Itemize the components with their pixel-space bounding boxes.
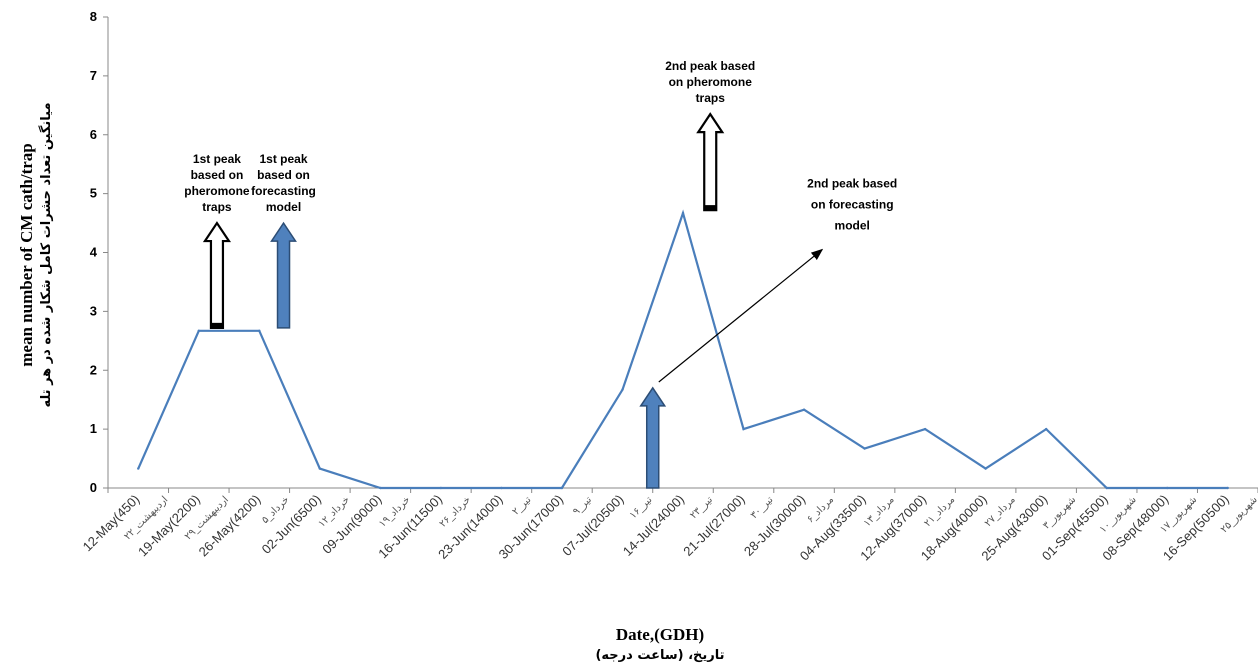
y-tick-label: 2	[90, 362, 97, 377]
annotation-label: model	[835, 219, 870, 233]
x-axis-title-fa: تاریخ، (ساعت درجه)	[595, 648, 724, 663]
series-point	[984, 467, 987, 470]
series-point	[681, 211, 685, 215]
x-axis-title: Date,(GDH)	[616, 625, 704, 644]
annotation-layer: 1st peak based on pheromone traps 1st peak ba…	[184, 59, 897, 489]
series-point	[1166, 486, 1169, 490]
arrow-filled	[639, 386, 667, 489]
x-tick-label-fa: تیر_۲	[510, 494, 533, 517]
annotation-label: based on	[257, 168, 310, 182]
y-axis-title-fa: میانگین تعداد حشرات کامل شکار شده در هر …	[38, 102, 54, 407]
y-axis-title: mean number of CM cath/trap	[17, 143, 36, 367]
series-point	[802, 408, 806, 411]
annotation-label: traps	[202, 200, 232, 214]
series-point	[863, 447, 866, 450]
series-point	[923, 427, 927, 431]
arrow-base	[210, 322, 223, 328]
series-point	[560, 486, 564, 490]
x-tick-label-fa: تیر_۹	[571, 494, 594, 517]
annotation-label: on forecasting	[811, 198, 894, 212]
arrow-filled	[270, 221, 297, 329]
series-line	[137, 209, 1228, 490]
series-point	[742, 427, 745, 431]
series-point	[439, 486, 443, 490]
series-point	[1105, 486, 1108, 490]
annotation-label: 2nd peak based	[665, 59, 755, 73]
y-axis: 0 1 2 3 4 5 6 7 8	[90, 9, 109, 495]
series-layer	[137, 209, 1229, 490]
series-point	[621, 388, 624, 391]
arrow-hollow	[696, 112, 725, 212]
series-point	[137, 467, 140, 470]
y-tick-label: 8	[90, 9, 97, 24]
arrow-hollow	[202, 221, 232, 329]
y-tick-label: 0	[90, 480, 97, 495]
series-point	[1226, 486, 1229, 490]
y-tick-label: 4	[90, 245, 98, 260]
annotation-label: 1st peak	[260, 152, 308, 166]
y-tick-label: 7	[90, 68, 97, 83]
annotation-label: 1st peak	[193, 152, 241, 166]
annotation-label: 2nd peak based	[807, 177, 897, 191]
annotation-label: on pheromone	[669, 75, 753, 89]
annotation-label: traps	[696, 91, 726, 105]
series-point	[318, 467, 322, 470]
y-tick-label: 3	[90, 303, 97, 318]
y-tick-label: 1	[90, 421, 97, 436]
pointer-line	[658, 248, 824, 383]
x-axis: 12-May(450)اردیبهشت_۲۲19-May(2200)اردیبه…	[80, 487, 1258, 563]
annotation-label: based on	[191, 168, 244, 182]
arrow-base	[704, 205, 717, 211]
y-tick-label: 6	[90, 127, 97, 142]
series-point	[379, 486, 382, 490]
annotation-label: pheromone	[184, 184, 250, 198]
annotation-label: forecasting	[251, 184, 316, 198]
series-point	[500, 486, 503, 490]
y-tick-label: 5	[90, 186, 97, 201]
series-point	[258, 329, 261, 333]
series-point	[197, 329, 200, 333]
annotation-label: model	[266, 200, 301, 214]
series-point	[1044, 427, 1048, 431]
